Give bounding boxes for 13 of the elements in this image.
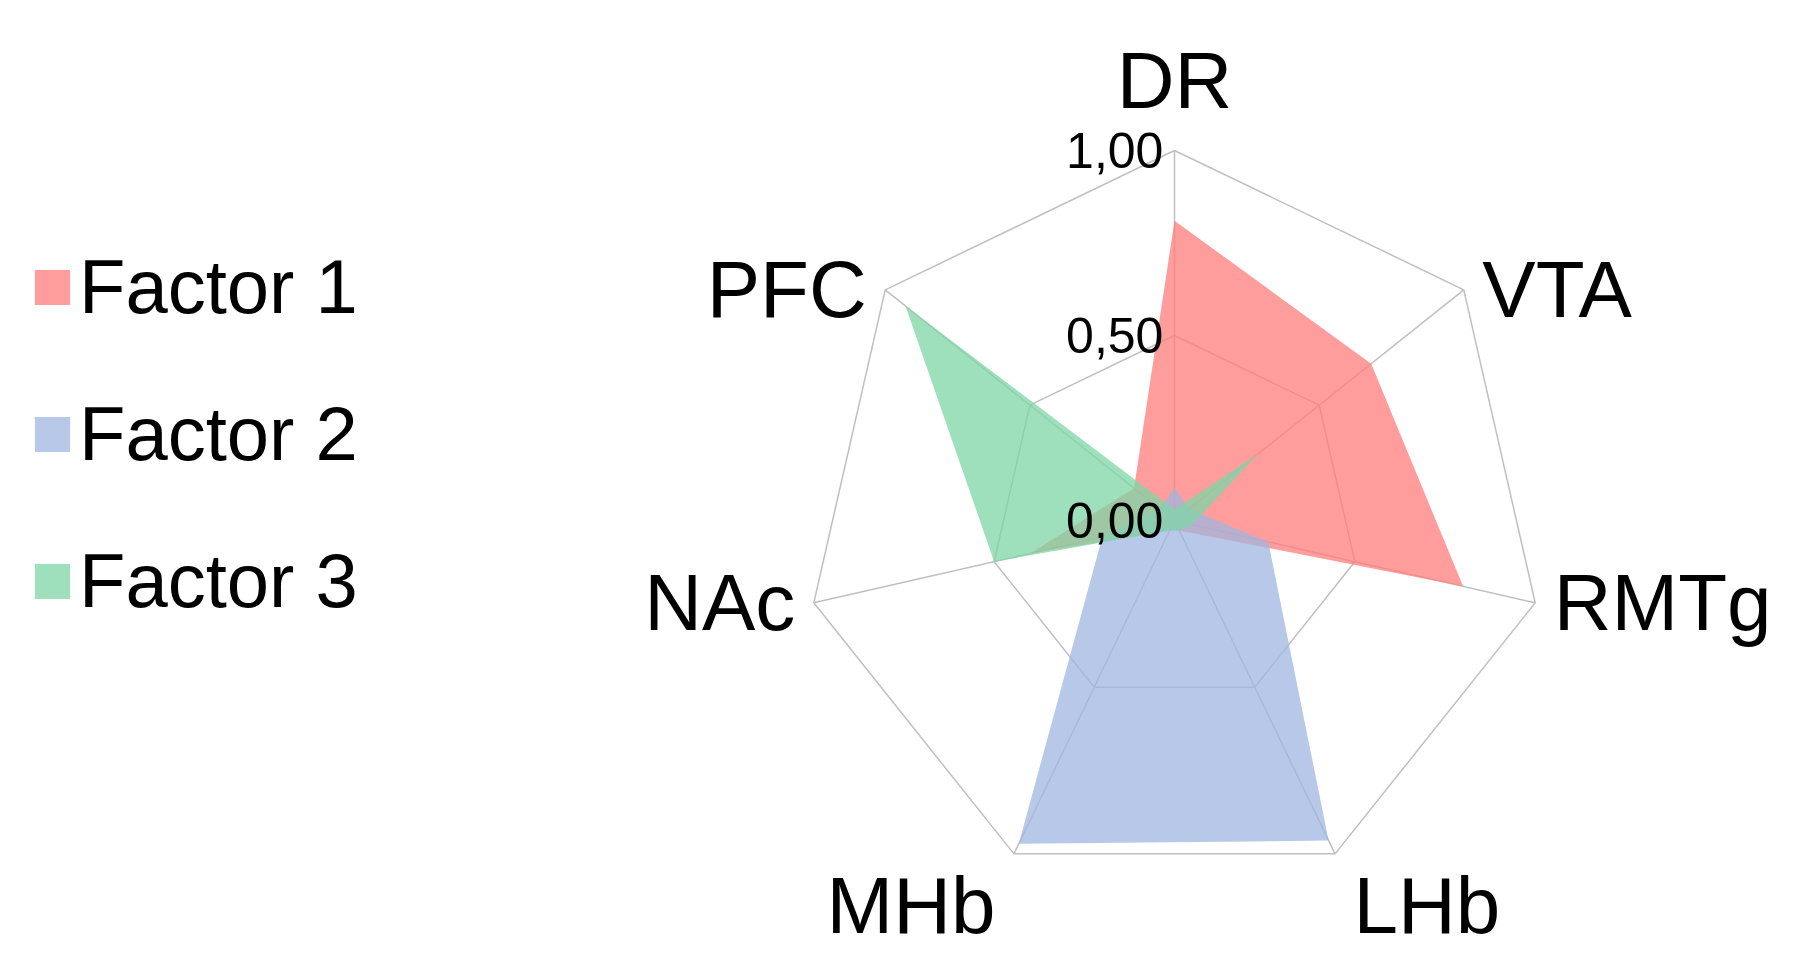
spoke-label: NAc [644,558,796,648]
spoke-label: MHb [826,861,996,951]
y-tick-label: 0,00 [1066,493,1164,549]
legend-label: Factor 1 [79,243,358,330]
legend-label: Factor 2 [79,390,358,477]
spoke-label: VTA [1482,245,1633,335]
spoke-label: DR [1116,35,1233,125]
legend-label: Factor 3 [79,537,358,624]
spoke-label: PFC [706,245,867,335]
spoke-label: RMTg [1553,558,1772,648]
y-tick-label: 0,50 [1066,308,1164,364]
spoke-label: LHb [1353,861,1501,951]
y-tick-label: 1,00 [1066,123,1164,179]
